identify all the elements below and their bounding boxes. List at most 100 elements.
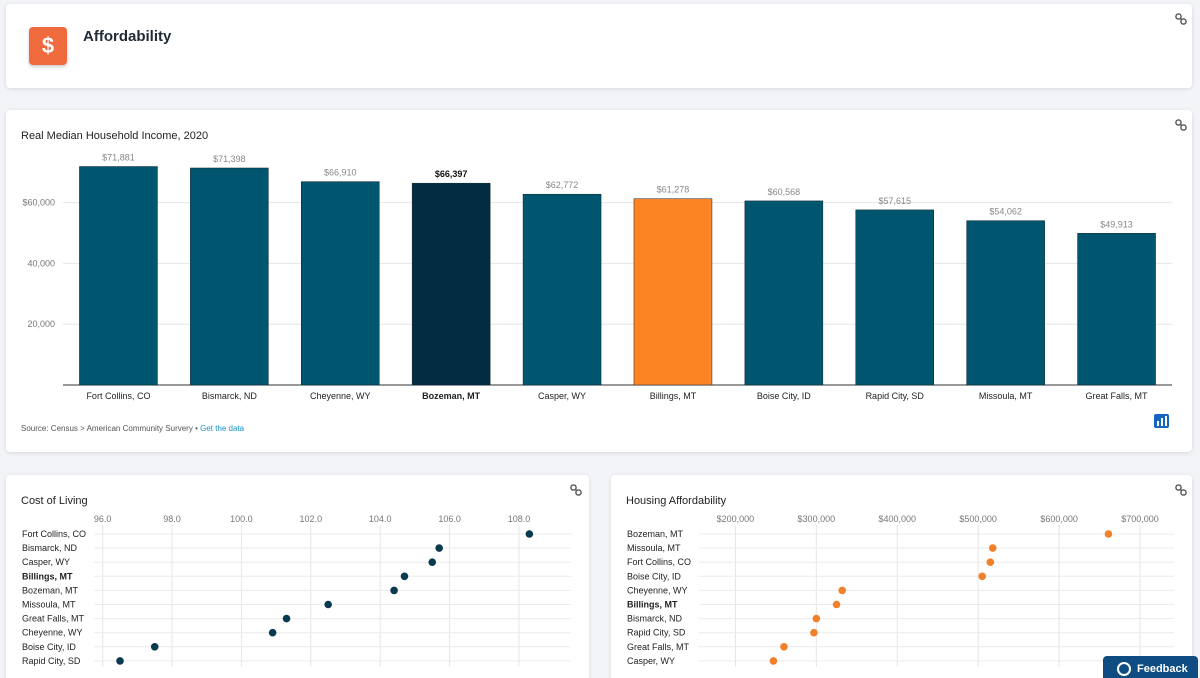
bar-value-label: $66,910 xyxy=(324,168,357,178)
bar-value-label: $49,913 xyxy=(1100,219,1133,229)
housing-affordability-title: Housing Affordability xyxy=(626,495,727,507)
x-tick-label: 104.0 xyxy=(369,514,392,524)
bar-value-label: $71,881 xyxy=(102,153,135,163)
y-tick-label: Cheyenne, WY xyxy=(627,585,688,595)
income-chart-title: Real Median Household Income, 2020 xyxy=(21,130,209,142)
y-tick-label: 40,000 xyxy=(27,258,55,268)
x-tick-label: Boise City, ID xyxy=(757,391,811,401)
data-point[interactable] xyxy=(769,657,778,665)
data-point[interactable] xyxy=(390,586,398,595)
get-data-link[interactable]: Get the data xyxy=(200,424,245,433)
feedback-button[interactable]: Feedback xyxy=(1103,656,1198,678)
data-point[interactable] xyxy=(324,600,332,609)
x-tick-label: $500,000 xyxy=(959,514,997,524)
data-point[interactable] xyxy=(988,544,997,552)
data-point[interactable] xyxy=(116,657,124,665)
cost-of-living-card: Cost of Living 96.0 98.0 100.0 102.0 104.0 10… xyxy=(6,475,589,678)
y-tick-label: Missoula, MT xyxy=(22,600,76,610)
source-line: Source: Census > American Community Surv… xyxy=(21,424,244,433)
y-tick-label: Bozeman, MT xyxy=(22,585,79,595)
y-tick-label: Missoula, MT xyxy=(627,543,681,553)
data-point[interactable] xyxy=(435,544,443,552)
x-tick-label: $400,000 xyxy=(878,514,916,524)
data-point[interactable] xyxy=(282,614,291,623)
chart-icon[interactable] xyxy=(1154,414,1169,428)
bar-value-label: $66,397 xyxy=(435,169,468,179)
bar[interactable] xyxy=(522,193,602,386)
y-tick-label: Rapid City, SD xyxy=(627,628,686,638)
bar[interactable] xyxy=(633,198,713,386)
x-tick-label: $700,000 xyxy=(1121,514,1159,524)
y-tick-label: Boise City, ID xyxy=(22,642,76,652)
source-text: Source: Census > American Community Surv… xyxy=(21,424,201,433)
x-tick-label: Great Falls, MT xyxy=(1086,391,1149,401)
bar[interactable] xyxy=(301,181,380,386)
housing-affordability-card: Housing Affordability $200,000 $300,000 $4… xyxy=(611,475,1192,678)
data-point[interactable] xyxy=(838,586,847,595)
x-tick-label: Bismarck, ND xyxy=(202,391,258,401)
bar-value-label: $60,568 xyxy=(768,187,801,197)
bar[interactable] xyxy=(411,182,491,386)
data-point[interactable] xyxy=(150,643,159,651)
page-title: Affordability xyxy=(83,28,172,45)
data-point[interactable] xyxy=(400,572,409,581)
y-tick-label: Bozeman, MT xyxy=(627,529,684,539)
x-tick-label: Missoula, MT xyxy=(979,391,1033,401)
x-tick-label: 98.0 xyxy=(163,514,181,524)
data-point[interactable] xyxy=(428,558,437,566)
y-tick-label: Fort Collins, CO xyxy=(627,557,691,567)
bar[interactable] xyxy=(966,220,1045,386)
link-icon[interactable] xyxy=(569,483,583,497)
bar-value-label: $57,615 xyxy=(878,196,911,206)
data-point[interactable] xyxy=(812,614,821,623)
data-point[interactable] xyxy=(525,530,534,538)
dollar-icon: $ xyxy=(29,27,67,65)
link-icon[interactable] xyxy=(1174,12,1188,26)
y-tick-label: Bismarck, ND xyxy=(22,543,78,553)
header-card: $ Affordability xyxy=(6,4,1192,88)
y-tick-label: Bismarck, ND xyxy=(627,614,683,624)
bar-value-label: $71,398 xyxy=(213,154,246,164)
x-tick-label: 108.0 xyxy=(508,514,531,524)
y-tick-label: Fort Collins, CO xyxy=(22,529,86,539)
bar-value-label: $54,062 xyxy=(989,207,1022,217)
data-point[interactable] xyxy=(268,628,277,637)
x-tick-label: Fort Collins, CO xyxy=(86,391,150,401)
data-point[interactable] xyxy=(810,628,818,637)
y-tick-label: Casper, WY xyxy=(627,656,675,666)
bar[interactable] xyxy=(79,166,158,386)
link-icon[interactable] xyxy=(1174,483,1188,497)
y-tick-label: Rapid City, SD xyxy=(22,656,81,666)
y-tick-label: Great Falls, MT xyxy=(627,642,690,652)
bar[interactable] xyxy=(744,200,824,386)
x-tick-label: Billings, MT xyxy=(650,391,697,401)
data-point[interactable] xyxy=(832,600,841,609)
x-tick-label: $200,000 xyxy=(717,514,755,524)
bar-value-label: $62,772 xyxy=(546,180,579,190)
x-tick-label: Cheyenne, WY xyxy=(310,391,371,401)
bar[interactable] xyxy=(190,167,269,386)
x-tick-label: 102.0 xyxy=(300,514,323,524)
y-tick-label: Great Falls, MT xyxy=(22,614,85,624)
bar[interactable] xyxy=(1077,233,1156,386)
x-tick-label: $600,000 xyxy=(1040,514,1078,524)
y-tick-label: Cheyenne, WY xyxy=(22,628,83,638)
data-point[interactable] xyxy=(1104,530,1113,538)
x-tick-label: 100.0 xyxy=(230,514,253,524)
link-icon[interactable] xyxy=(1174,118,1188,132)
bar[interactable] xyxy=(855,209,934,386)
y-tick-label: 20,000 xyxy=(27,319,55,329)
feedback-label: Feedback xyxy=(1137,663,1188,675)
y-tick-label: Boise City, ID xyxy=(627,571,681,581)
data-point[interactable] xyxy=(780,643,788,651)
income-chart-card: Real Median Household Income, 2020 20,00… xyxy=(6,110,1192,452)
bar-value-label: $61,278 xyxy=(657,185,690,195)
x-tick-label: $300,000 xyxy=(798,514,836,524)
data-point[interactable] xyxy=(986,558,995,566)
y-tick-label: Billings, MT xyxy=(22,571,73,581)
data-point[interactable] xyxy=(978,572,987,581)
x-tick-label: 106.0 xyxy=(438,514,461,524)
x-tick-label: Rapid City, SD xyxy=(866,391,925,401)
income-bar-chart: 20,000 40,000 $60,000 $71,881 Fort Collins, … xyxy=(22,153,1172,401)
housing-affordability-dot-chart: $200,000 $300,000 $400,000 $500,000 $600,000… xyxy=(627,514,1174,667)
